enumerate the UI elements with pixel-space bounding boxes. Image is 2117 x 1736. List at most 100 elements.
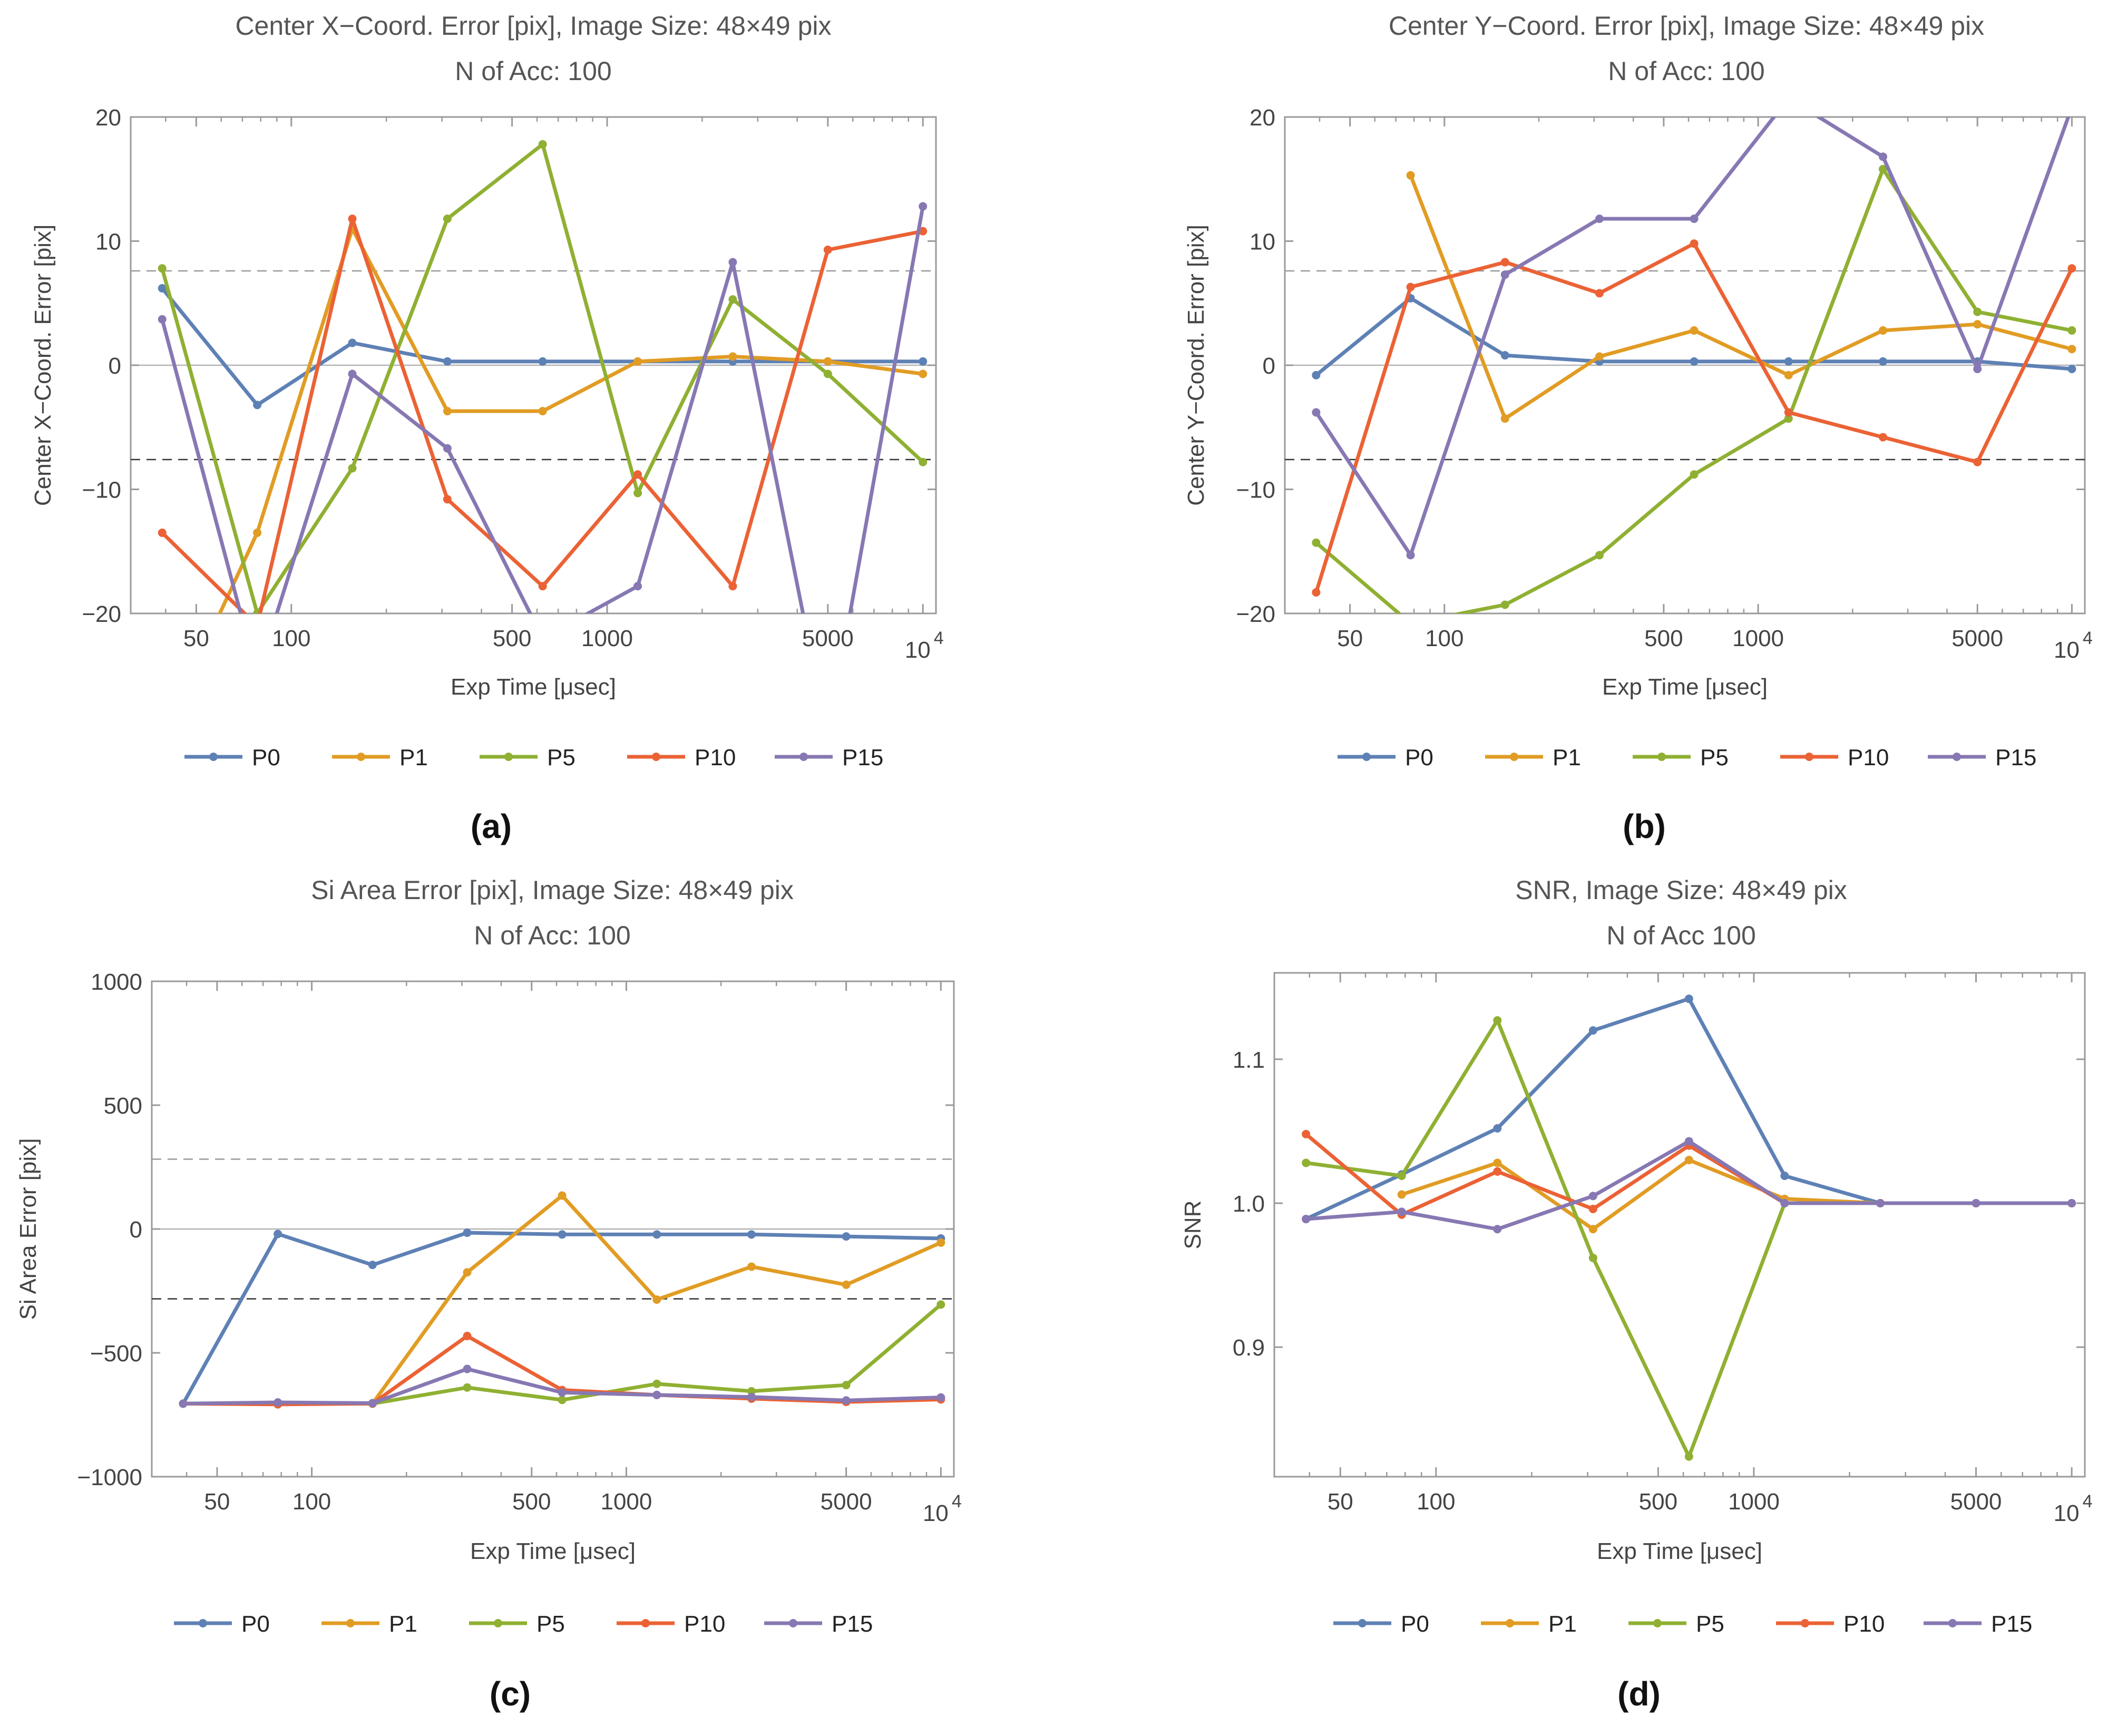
- x-tick-label: 1000: [1732, 626, 1784, 651]
- data-point-p1: [747, 1262, 756, 1271]
- data-point-p15: [2067, 1199, 2076, 1208]
- data-point-p5: [2067, 326, 2076, 335]
- x-tick-label: 1000: [600, 1489, 652, 1515]
- data-point-p10: [1690, 239, 1699, 248]
- plot-area: [1312, 94, 2076, 613]
- data-point-p10: [348, 214, 357, 223]
- chart-panel-2: Center Y−Coord. Error [pix], Image Size:…: [1183, 11, 2093, 845]
- y-tick-label: −1000: [77, 1465, 142, 1490]
- x-tick-label: 500: [1644, 626, 1683, 651]
- data-point-p15: [1588, 1192, 1597, 1201]
- legend-marker: [1506, 1619, 1514, 1627]
- data-point-p5: [633, 489, 642, 498]
- chart-title: SNR, Image Size: 48×49 pix: [1515, 875, 1847, 905]
- series-line-p0: [1305, 997, 2072, 1221]
- data-point-p10: [1406, 282, 1415, 291]
- legend: P0 P1 P5 P10 P15: [1338, 745, 2036, 771]
- data-point-p1: [538, 407, 547, 416]
- data-point-p1: [1397, 1190, 1406, 1199]
- data-point-p5: [348, 464, 357, 473]
- x-axis-label: Exp Time [μsec]: [451, 674, 616, 700]
- data-point-p5: [1973, 307, 1982, 316]
- data-point-p5: [1500, 600, 1509, 609]
- data-point-p5: [728, 295, 737, 304]
- data-point-p15: [1973, 365, 1982, 374]
- data-point-p15: [747, 1392, 756, 1401]
- legend-marker: [346, 1619, 355, 1627]
- y-tick-label: 0.9: [1233, 1335, 1265, 1361]
- series-line-p10: [161, 217, 923, 613]
- data-point-p5: [1312, 538, 1321, 547]
- data-point-p10: [728, 582, 737, 591]
- x-tick-label: 10: [905, 637, 931, 663]
- y-tick-label: −20: [1236, 601, 1275, 627]
- data-point-p15: [274, 1398, 282, 1407]
- data-point-p10: [919, 227, 928, 236]
- chart-subtitle: N of Acc 100: [1606, 921, 1756, 950]
- data-point-p5: [443, 214, 452, 223]
- legend-label: P0: [1401, 1611, 1429, 1637]
- legend-marker: [1948, 1619, 1957, 1627]
- data-point-p0: [368, 1261, 377, 1270]
- data-point-p0: [842, 1232, 851, 1241]
- y-tick-label: 0: [130, 1217, 142, 1243]
- plot-frame: [1273, 972, 2086, 1478]
- data-point-p1: [1493, 1158, 1502, 1167]
- x-tick-label: 100: [272, 626, 310, 651]
- data-point-p1: [1784, 370, 1793, 379]
- legend-label: P1: [1548, 1611, 1577, 1637]
- data-point-p0: [747, 1230, 756, 1239]
- data-point-p5: [1397, 1172, 1406, 1181]
- data-point-p15: [1780, 1199, 1789, 1208]
- series-line-p5: [1315, 167, 2073, 613]
- legend-marker: [652, 753, 660, 761]
- plot-area: [158, 140, 928, 680]
- data-point-p0: [348, 338, 357, 347]
- data-point-p15: [348, 369, 357, 378]
- y-axis-label: Center X−Coord. Error [pix]: [30, 225, 56, 506]
- data-point-p15: [158, 315, 167, 324]
- data-point-p0: [1780, 1172, 1789, 1181]
- data-point-p15: [1784, 94, 1793, 103]
- y-tick-label: −10: [82, 477, 121, 503]
- data-point-p5: [463, 1383, 472, 1392]
- y-tick-label: 1.0: [1233, 1191, 1265, 1217]
- data-point-p15: [1684, 1137, 1693, 1146]
- data-point-p15: [368, 1399, 377, 1408]
- chart-title: Center X−Coord. Error [pix], Image Size:…: [235, 11, 831, 41]
- data-point-p15: [1500, 270, 1509, 279]
- series-line-p0: [160, 287, 923, 407]
- data-point-p15: [253, 671, 261, 680]
- legend-marker: [1801, 1619, 1809, 1627]
- data-point-p0: [1493, 1124, 1502, 1133]
- data-point-p15: [652, 1390, 661, 1399]
- chart-panel-4: SNR, Image Size: 48×49 pix N of Acc 100 0.…: [1180, 875, 2092, 1713]
- y-tick-label: 20: [1250, 105, 1275, 131]
- data-point-p5: [558, 1396, 567, 1405]
- data-point-p10: [1973, 457, 1982, 466]
- data-point-p15: [1312, 408, 1321, 417]
- legend-marker: [357, 753, 365, 761]
- x-tick-label: 100: [1417, 1489, 1455, 1515]
- x-axis-label: Exp Time [μsec]: [1597, 1538, 1762, 1564]
- x-tick-label: 5000: [802, 626, 854, 651]
- data-point-p15: [919, 202, 928, 211]
- data-point-p10: [1588, 1204, 1597, 1213]
- data-point-p1: [1500, 414, 1509, 423]
- data-point-p15: [728, 258, 737, 267]
- x-tick-exponent: 4: [2083, 1491, 2093, 1511]
- data-point-p10: [633, 470, 642, 479]
- data-point-p5: [652, 1379, 661, 1388]
- data-point-p5: [823, 369, 832, 378]
- legend-label: P10: [695, 745, 736, 771]
- legend-label: P5: [536, 1611, 565, 1637]
- x-tick-label: 500: [1639, 1489, 1677, 1515]
- data-point-p0: [1784, 357, 1793, 366]
- data-point-p10: [1878, 433, 1887, 442]
- data-point-p5: [1588, 1253, 1597, 1262]
- chart-panel-1: Center X−Coord. Error [pix], Image Size:…: [30, 11, 944, 845]
- data-point-p5: [1878, 164, 1887, 173]
- legend: P0 P1 P5 P10 P15: [1333, 1611, 2032, 1637]
- legend-marker: [209, 753, 218, 761]
- data-point-p0: [1878, 357, 1887, 366]
